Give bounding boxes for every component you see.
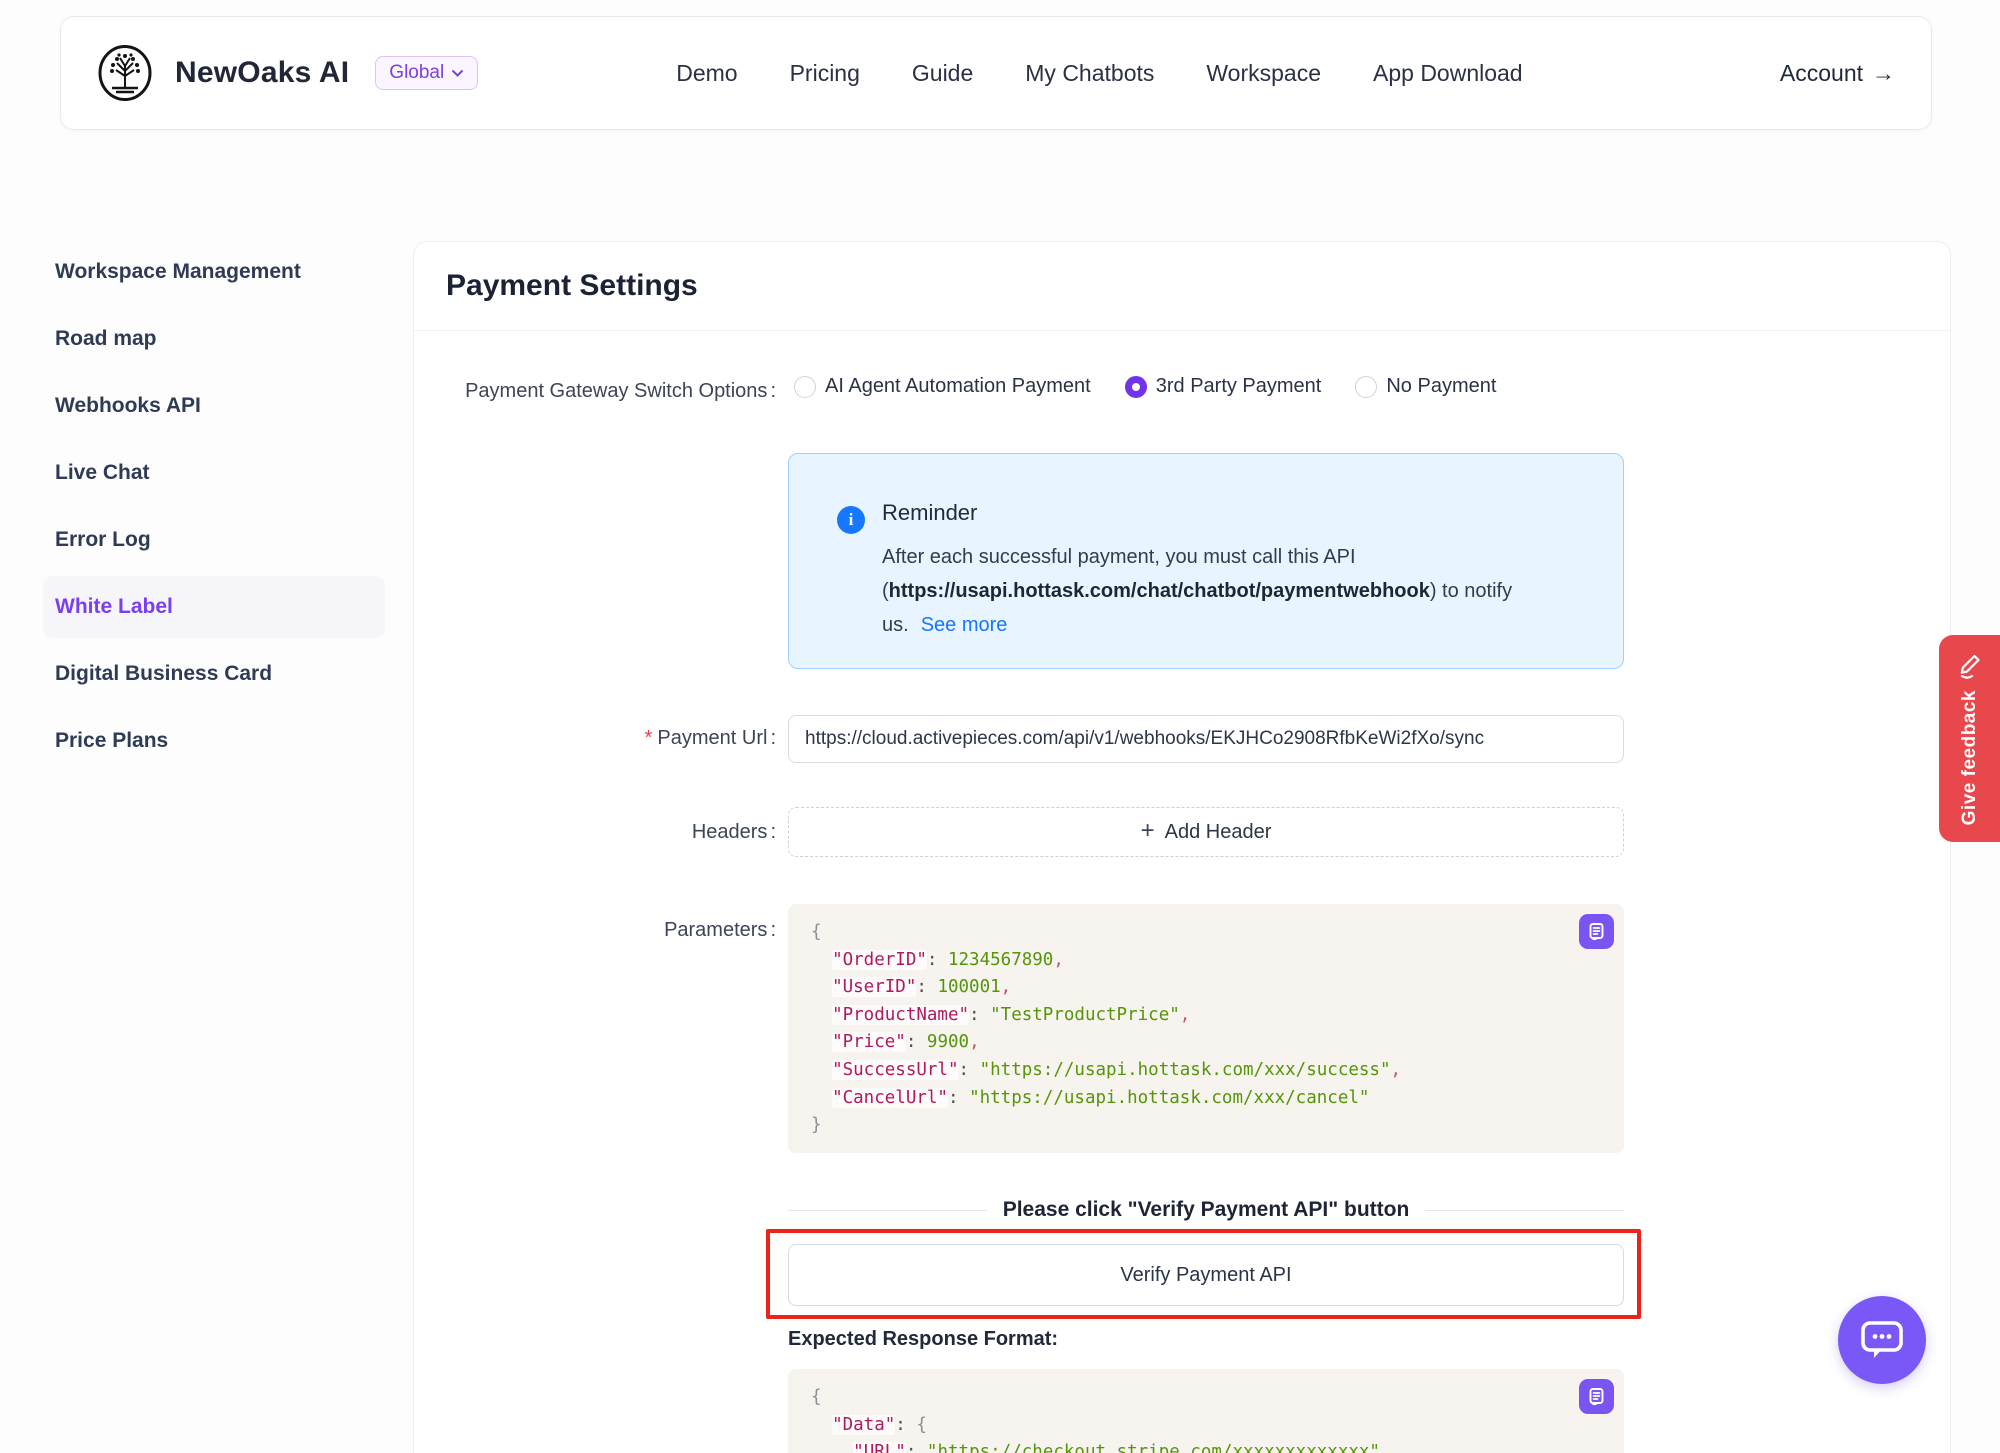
nav-item-app-download[interactable]: App Download [1373,59,1523,86]
nav-item-guide[interactable]: Guide [911,59,974,86]
radio-unchecked-icon[interactable] [794,375,816,398]
reminder-line-1: After each successful payment, you must … [882,546,1356,568]
sidebar-item-road-map[interactable]: Road map [55,327,157,350]
radio-unchecked-icon[interactable] [1355,375,1378,398]
gateway-radio-group: AI Agent Automation Payment 3rd Party Pa… [794,375,1496,398]
headers-label: Headers: [691,821,776,843]
plus-icon: + [1140,817,1155,844]
expected-response-code-block: { "Data": { "URL": "https://checkout.str… [788,1369,1624,1453]
reminder-body: After each successful payment, you must … [882,540,1512,642]
nav-item-my-chatbots[interactable]: My Chatbots [1025,59,1155,86]
sidebar-item-price-plans[interactable]: Price Plans [55,729,169,752]
copy-expected-response-button[interactable] [1579,1379,1614,1414]
give-feedback-label: Give feedback [1958,690,1980,826]
payment-settings-form: Payment Gateway Switch Options: AI Agent… [414,331,1950,1453]
nav-item-demo[interactable]: Demo [676,59,738,86]
radio-3rd-party-payment[interactable]: 3rd Party Payment [1124,375,1321,398]
pencil-icon [1960,654,1980,679]
radio-checked-icon[interactable] [1124,375,1147,398]
see-more-link[interactable]: See more [920,614,1008,636]
region-label: Global [389,62,445,83]
sidebar-item-error-log[interactable]: Error Log [55,528,151,551]
arrow-right-icon: → [1872,59,1895,86]
chat-bubble-icon [1861,1321,1903,1358]
info-icon: i [837,506,865,534]
verify-payment-api-button[interactable]: Verify Payment API [788,1244,1624,1306]
brand-name: NewOaks AI [175,56,350,89]
sidebar-item-webhooks-api[interactable]: Webhooks API [55,394,201,417]
add-header-button[interactable]: + Add Header [788,807,1624,857]
chevron-down-icon [452,69,464,77]
sidebar-item-digital-business-card[interactable]: Digital Business Card [55,662,273,685]
payment-url-label: * Payment Url: [644,727,776,749]
give-feedback-tab[interactable]: Give feedback [1939,635,2000,842]
sidebar-item-workspace-management[interactable]: Workspace Management [55,260,301,283]
instruction-divider: Please click "Verify Payment API" button [788,1197,1624,1223]
required-asterisk: * [644,727,653,749]
page-title: Payment Settings [446,269,698,302]
parameters-code-block: { "OrderID": 1234567890, "UserID": 10000… [788,904,1624,1153]
gateway-switch-label: Payment Gateway Switch Options: [465,380,776,402]
payment-settings-card: Payment Settings Payment Gateway Switch … [413,241,1951,1453]
card-header: Payment Settings [414,242,1950,331]
expected-response-label: Expected Response Format: [788,1328,1059,1350]
newoaks-logo-icon [97,45,153,101]
main-menu: Demo Pricing Guide My Chatbots Workspace… [676,60,1522,87]
settings-sidebar: Workspace Management Road map Webhooks A… [43,241,385,777]
nav-item-workspace[interactable]: Workspace [1206,59,1321,86]
chat-widget-button[interactable] [1838,1296,1926,1384]
radio-ai-agent-automation-payment[interactable]: AI Agent Automation Payment [794,375,1091,398]
sidebar-item-white-label[interactable]: White Label [43,576,385,638]
reminder-line-3: us. See more [882,614,1008,636]
nav-item-pricing[interactable]: Pricing [789,59,860,86]
copy-icon [1589,923,1604,941]
webhook-url: https://usapi.hottask.com/chat/chatbot/p… [888,580,1430,602]
reminder-title: Reminder [882,500,978,525]
top-navigation-bar: NewOaks AI Global Demo Pricing Guide My … [60,16,1932,130]
copy-parameters-button[interactable] [1579,914,1614,949]
divider-instruction-text: Please click "Verify Payment API" button [1002,1198,1410,1221]
account-label: Account [1779,59,1863,86]
account-link[interactable]: Account → [1780,60,1895,87]
reminder-line-2: (https://usapi.hottask.com/chat/chatbot/… [882,580,1513,602]
region-selector[interactable]: Global [375,56,479,90]
reminder-alert: i Reminder After each successful payment… [788,453,1624,669]
payment-url-input[interactable] [788,715,1624,763]
radio-no-payment[interactable]: No Payment [1355,375,1496,398]
parameters-label: Parameters: [664,919,776,941]
sidebar-item-live-chat[interactable]: Live Chat [55,461,150,484]
copy-icon [1589,1388,1604,1406]
